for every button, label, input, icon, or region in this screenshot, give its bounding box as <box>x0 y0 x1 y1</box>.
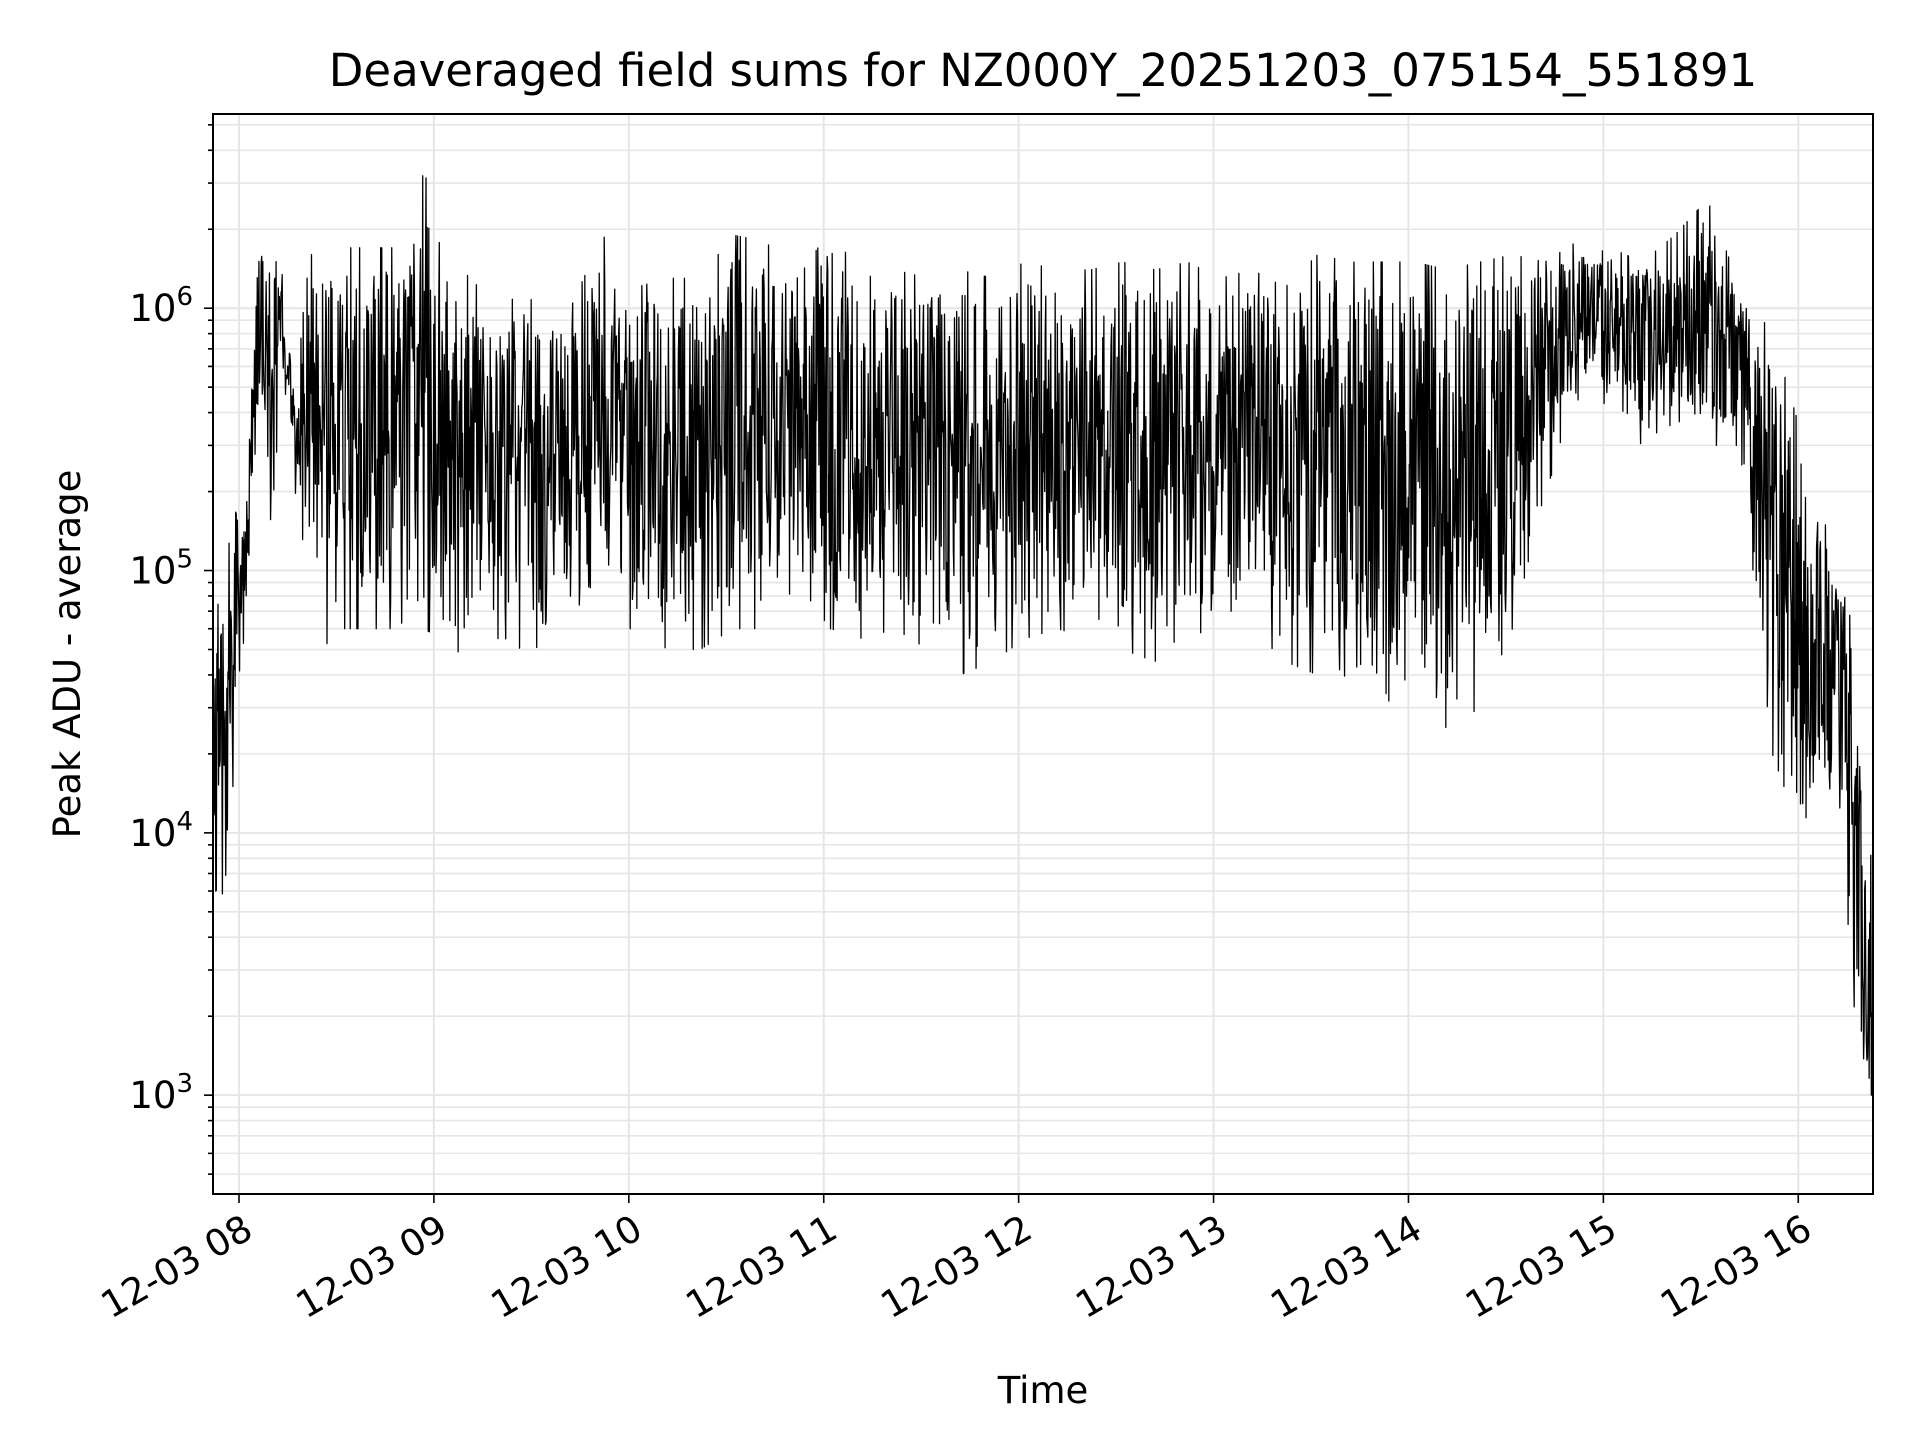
chart-title: Deaveraged field sums for NZ000Y_2025120… <box>329 44 1758 97</box>
y-tick-label: 105 <box>129 545 193 593</box>
data-layer <box>212 175 1874 1096</box>
y-tick-label: 106 <box>129 282 193 330</box>
series-line <box>212 175 1874 1096</box>
x-axis-label: Time <box>997 1369 1089 1412</box>
y-tick-label: 104 <box>129 807 193 855</box>
y-tick-label: 103 <box>129 1069 193 1117</box>
y-axis-label: Peak ADU - average <box>46 470 89 839</box>
plot-frame <box>212 113 1874 1195</box>
